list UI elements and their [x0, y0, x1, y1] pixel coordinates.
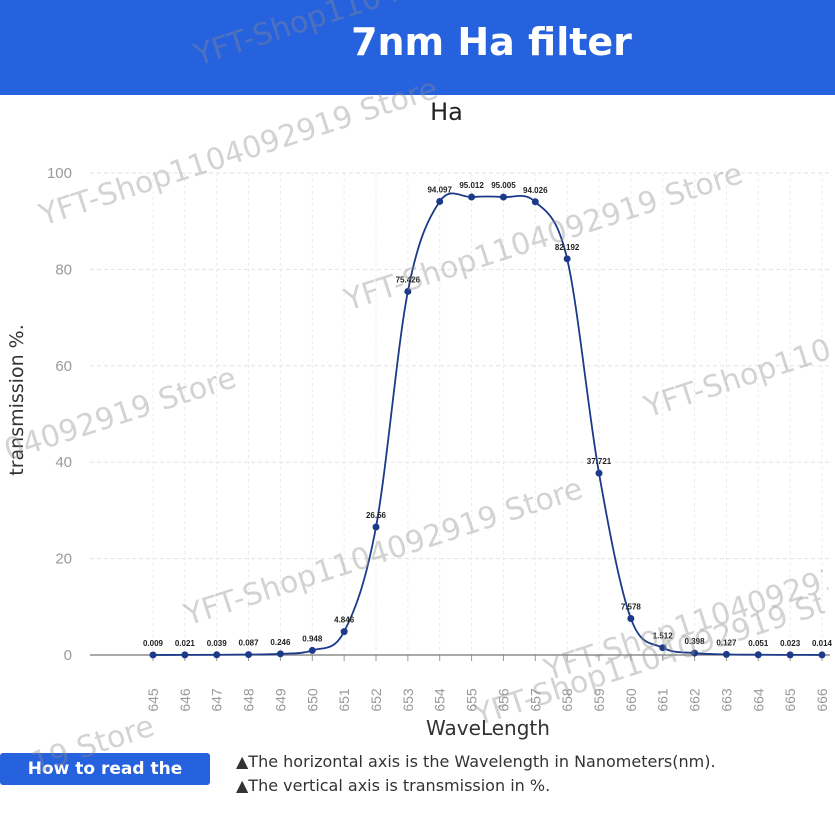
data-label: 1.512: [653, 632, 674, 641]
x-tick-label: 651: [336, 688, 352, 712]
data-point: [818, 651, 826, 659]
x-tick-label: 662: [687, 688, 703, 712]
x-tick-label: 660: [623, 688, 639, 712]
x-tick-label: 664: [750, 688, 766, 712]
y-axis-label: transmission %.: [6, 324, 28, 476]
x-tick-label: 654: [432, 688, 448, 712]
series-line: [152, 192, 823, 656]
data-point: [340, 628, 348, 636]
data-label: 94.026: [523, 186, 548, 195]
data-point: [722, 650, 730, 658]
data-point: [245, 651, 253, 659]
data-point: [563, 255, 571, 263]
x-tick-label: 666: [814, 688, 830, 712]
data-point: [595, 469, 603, 477]
x-axis-label: WaveLength: [426, 716, 550, 740]
data-point: [499, 193, 507, 201]
x-tick-label: 665: [782, 688, 798, 712]
x-tick-label: 653: [400, 688, 416, 712]
data-label: 0.398: [685, 637, 706, 646]
x-tick-label: 650: [304, 688, 320, 712]
axes: 0 20 40 60 80 100 645 646 647 648 649 650 651 652 653 6…: [47, 165, 830, 712]
data-label: 0.948: [302, 634, 323, 643]
data-point: [786, 651, 794, 659]
x-tick-label: 645: [145, 688, 161, 712]
data-point: [404, 287, 412, 295]
data-label: 0.087: [239, 639, 260, 648]
series-line-group: [149, 192, 826, 659]
data-label: 75.426: [396, 275, 421, 284]
data-label: 0.014: [812, 639, 833, 648]
x-tick-label: 647: [209, 688, 225, 712]
data-point: [181, 651, 189, 659]
data-label: 82.192: [555, 243, 580, 252]
grid-lines: [90, 172, 830, 655]
data-label: 0.023: [780, 639, 801, 648]
x-tick-label: 648: [241, 688, 257, 712]
x-tick-label: 658: [559, 688, 575, 712]
data-label: 0.127: [716, 638, 737, 647]
x-tick-label: 646: [177, 688, 193, 712]
data-point: [531, 198, 539, 206]
y-tick-label: 40: [55, 454, 72, 471]
banner-title: 7nm Ha filter: [351, 20, 632, 64]
x-tick-label: 663: [718, 688, 734, 712]
data-point: [468, 193, 476, 201]
data-label: 7.578: [621, 602, 642, 611]
chart-title: Ha: [430, 98, 463, 126]
x-tick-label: 652: [368, 688, 384, 712]
data-labels: 0.009 0.021 0.039 0.087 0.246 0.948 4.846 26.56…: [143, 181, 833, 648]
x-tick-label: 655: [464, 688, 480, 712]
note-horizontal-axis: ▲The horizontal axis is the Wavelength i…: [236, 752, 716, 771]
y-tick-label: 80: [55, 261, 72, 278]
data-label: 26.56: [366, 511, 387, 520]
data-point: [276, 650, 284, 658]
data-point: [149, 651, 157, 659]
data-point: [659, 644, 667, 652]
data-label: 94.097: [427, 185, 452, 194]
x-tick-label: 656: [495, 688, 511, 712]
x-tick-label: 657: [527, 688, 543, 712]
data-label: 0.009: [143, 639, 164, 648]
data-point: [754, 651, 762, 659]
y-tick-label: 60: [55, 358, 72, 375]
data-point: [213, 651, 221, 659]
y-tick-label: 20: [55, 551, 72, 568]
note-vertical-axis: ▲The vertical axis is transmission in %.: [236, 776, 551, 795]
data-label: 4.846: [334, 616, 355, 625]
data-label: 0.039: [207, 639, 228, 648]
data-point: [691, 649, 699, 657]
data-label: 95.005: [491, 181, 516, 190]
data-point: [372, 523, 380, 531]
data-label: 0.246: [270, 638, 291, 647]
y-tick-label: 100: [47, 165, 72, 182]
x-tick-label: 661: [655, 688, 671, 712]
how-to-read-button[interactable]: How to read the chart?: [0, 753, 210, 811]
transmission-chart: 0 20 40 60 80 100 645 646 647 648 649 650 651 652 653 6…: [6, 165, 833, 740]
data-label: 95.012: [459, 181, 484, 190]
data-point: [627, 614, 635, 622]
x-tick-label: 649: [272, 688, 288, 712]
y-tick-label: 0: [64, 647, 72, 664]
data-label: 37.721: [587, 457, 612, 466]
data-label: 0.051: [748, 639, 769, 648]
x-tick-label: 659: [591, 688, 607, 712]
data-point: [308, 646, 316, 654]
header-banner: [0, 0, 835, 95]
data-point: [436, 197, 444, 205]
data-label: 0.021: [175, 639, 196, 648]
